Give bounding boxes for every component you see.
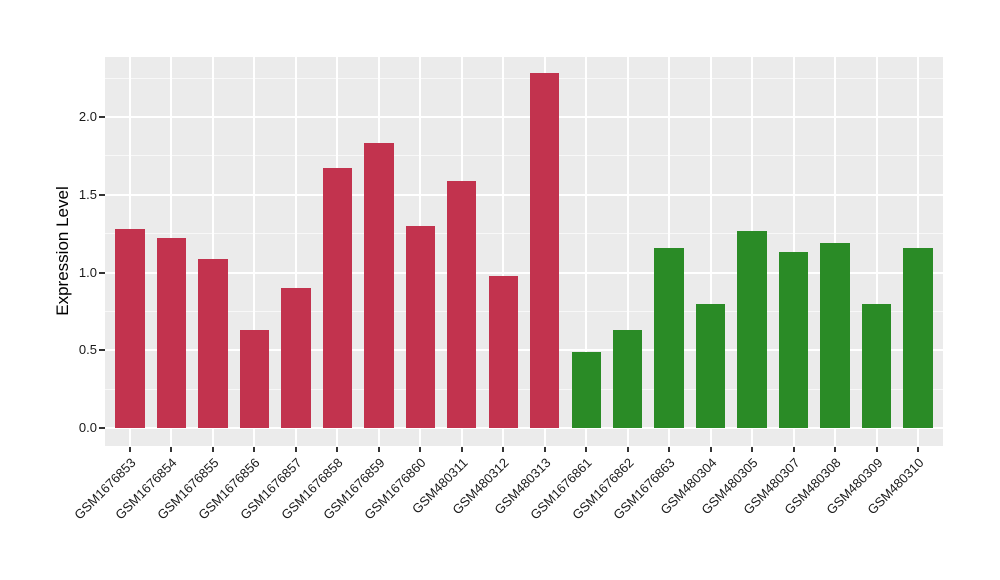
x-tick-mark — [543, 447, 546, 452]
bar-GSM480313 — [530, 73, 560, 428]
bar-GSM480305 — [737, 230, 767, 428]
bar-GSM480304 — [695, 303, 726, 428]
bar-GSM480311 — [447, 180, 477, 428]
bar-GSM1676854 — [156, 238, 187, 428]
gridline-vertical — [626, 57, 629, 446]
gridline-vertical — [709, 57, 712, 446]
bar-GSM480312 — [488, 275, 518, 428]
bar-GSM1676855 — [198, 258, 228, 428]
plot-panel — [105, 57, 943, 446]
x-tick-mark — [170, 447, 173, 452]
y-tick-label: 0.0 — [78, 420, 97, 435]
x-tick-mark — [917, 447, 920, 452]
bar-GSM1676860 — [405, 225, 435, 428]
x-tick-mark — [792, 447, 795, 452]
y-tick-mark — [99, 193, 105, 196]
y-tick-mark — [99, 349, 105, 352]
x-tick-mark — [751, 447, 754, 452]
gridline-major — [105, 116, 943, 118]
x-tick-mark — [211, 447, 214, 452]
x-tick-mark — [585, 447, 588, 452]
gridline-minor — [105, 388, 943, 390]
bar-GSM1676862 — [612, 330, 643, 428]
x-tick-mark — [377, 447, 380, 452]
gridline-vertical — [253, 57, 256, 446]
y-tick-mark — [99, 116, 105, 118]
gridline-major — [105, 271, 943, 274]
bar-GSM1676856 — [239, 330, 270, 428]
gridline-vertical — [792, 57, 795, 446]
y-tick-mark — [99, 271, 105, 274]
gridline-minor — [105, 77, 943, 79]
gridline-minor — [105, 233, 943, 235]
x-tick-mark — [709, 447, 712, 452]
x-tick-mark — [294, 447, 297, 452]
y-tick-label: 2.0 — [78, 109, 97, 124]
bar-GSM480309 — [861, 303, 892, 428]
x-tick-mark — [253, 447, 256, 452]
bar-GSM1676853 — [115, 228, 145, 428]
x-tick-mark — [336, 447, 339, 452]
gridline-vertical — [585, 57, 588, 446]
bar-GSM480307 — [778, 252, 809, 428]
bar-GSM1676858 — [322, 168, 353, 428]
gridline-minor — [105, 155, 943, 157]
gridline-vertical — [875, 57, 878, 446]
x-tick-mark — [460, 447, 463, 452]
gridline-minor — [105, 310, 943, 312]
x-tick-mark — [626, 447, 629, 452]
bar-GSM1676863 — [654, 247, 684, 428]
y-axis-title: Expression Level — [53, 186, 72, 316]
gridline-major — [105, 427, 943, 429]
bar-GSM480308 — [820, 242, 850, 428]
bar-GSM480310 — [903, 247, 933, 428]
gridline-major — [105, 349, 943, 352]
gridline-vertical — [502, 57, 505, 446]
y-tick-label: 1.5 — [78, 186, 97, 202]
x-tick-mark — [668, 447, 671, 452]
y-tick-mark — [99, 427, 105, 429]
x-tick-mark — [834, 447, 837, 452]
gridline-vertical — [211, 57, 214, 446]
gridline-vertical — [294, 57, 297, 446]
x-tick-mark — [875, 447, 878, 452]
bar-GSM1676859 — [364, 143, 394, 428]
x-tick-mark — [419, 447, 422, 452]
x-tick-mark — [502, 447, 505, 452]
y-tick-label: 1.0 — [78, 264, 97, 280]
x-tick-mark — [128, 447, 131, 452]
gridline-major — [105, 193, 943, 196]
y-tick-label: 0.5 — [78, 342, 97, 358]
bar-GSM1676857 — [281, 288, 311, 428]
bar-GSM1676861 — [571, 351, 601, 428]
